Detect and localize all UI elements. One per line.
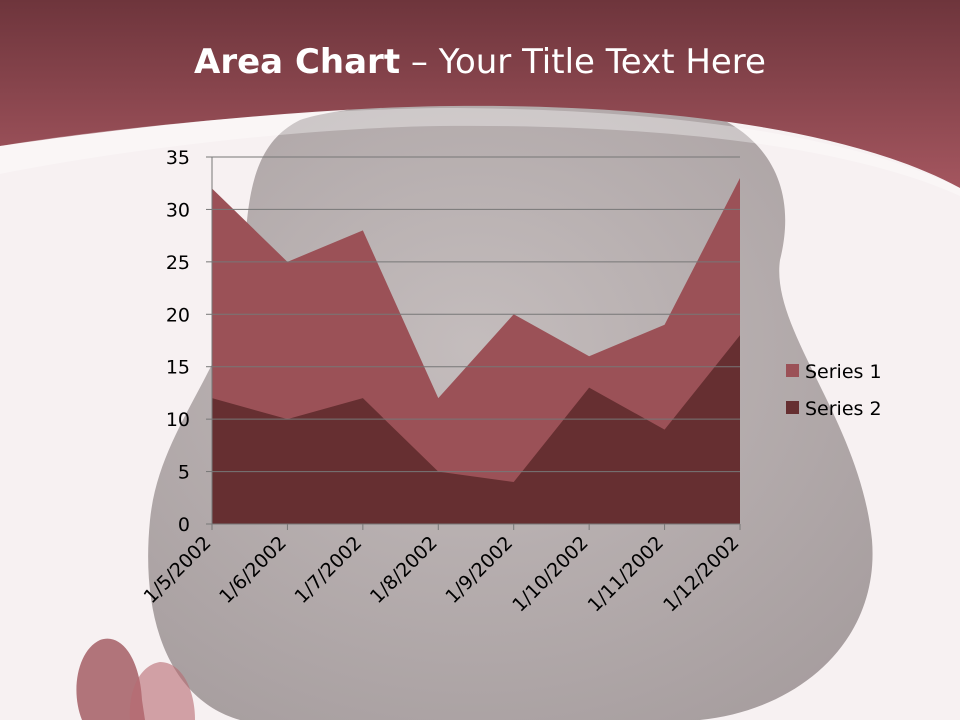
legend-swatch-series-2 xyxy=(786,401,799,414)
area-series-2 xyxy=(212,335,740,524)
slide-title-bold: Area Chart xyxy=(194,42,401,82)
y-tick-label: 30 xyxy=(166,199,190,221)
y-tick-label: 20 xyxy=(166,304,190,326)
slide-title: Area Chart – Your Title Text Here xyxy=(0,40,960,84)
legend-label-series-1: Series 1 xyxy=(805,361,882,383)
slide-title-rest: – Your Title Text Here xyxy=(400,42,766,82)
chart-axes xyxy=(211,157,741,530)
chart-areas xyxy=(212,177,740,524)
chart-legend: Series 1 Series 2 xyxy=(786,361,882,420)
y-tick-label: 15 xyxy=(166,357,190,379)
y-tick-label: 35 xyxy=(166,147,190,169)
y-axis-tick-labels: 0 5 10 15 20 25 30 35 xyxy=(166,147,190,536)
legend-swatch-series-1 xyxy=(786,364,799,377)
background-leaf-image-2 xyxy=(129,662,195,720)
y-tick-label: 0 xyxy=(178,514,190,536)
legend-label-series-2: Series 2 xyxy=(805,398,882,420)
background-leaf-image xyxy=(76,638,145,720)
header-band xyxy=(0,0,960,188)
chart-gridlines xyxy=(206,156,740,525)
header-swoosh xyxy=(0,108,960,196)
y-tick-label: 5 xyxy=(178,462,190,484)
y-tick-label: 10 xyxy=(166,409,190,431)
y-tick-label: 25 xyxy=(166,252,190,274)
